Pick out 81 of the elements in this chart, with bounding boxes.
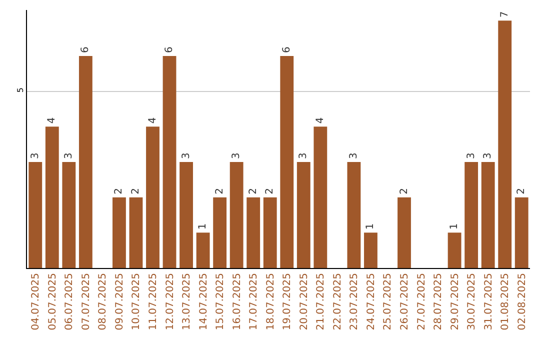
data-label: 2 xyxy=(130,188,142,194)
bar xyxy=(263,197,277,268)
data-label: 2 xyxy=(264,188,276,194)
data-label: 6 xyxy=(164,46,176,53)
x-tick-label: 20.07.2025 xyxy=(298,273,310,330)
bar xyxy=(45,126,59,268)
bar xyxy=(464,162,478,268)
bar xyxy=(398,197,411,268)
x-tick-label: 02.08.2025 xyxy=(516,273,528,330)
x-tick-label: 01.08.2025 xyxy=(500,273,512,330)
data-label: 3 xyxy=(482,152,494,159)
data-label: 2 xyxy=(516,188,528,194)
x-tick-label: 18.07.2025 xyxy=(265,273,276,330)
y-tick-label: 5 xyxy=(16,88,25,93)
bar xyxy=(78,56,92,268)
x-tick-label: 10.07.2025 xyxy=(131,273,142,330)
bar xyxy=(28,162,42,268)
x-tick-label: 09.07.2025 xyxy=(114,273,126,330)
data-label: 3 xyxy=(298,152,310,159)
x-tick-label: 27.07.2025 xyxy=(416,273,428,330)
data-label: 2 xyxy=(398,188,410,194)
x-tick-label: 14.07.2025 xyxy=(198,273,210,330)
bar xyxy=(481,162,495,268)
x-tick-label: 13.07.2025 xyxy=(182,273,193,330)
bar xyxy=(196,232,210,268)
bar xyxy=(112,197,126,268)
data-label: 3 xyxy=(466,152,477,159)
data-label: 6 xyxy=(80,46,92,53)
bar xyxy=(498,20,512,268)
bar xyxy=(230,162,244,268)
x-tick-label: 08.07.2025 xyxy=(98,273,109,330)
x-tick-label: 24.07.2025 xyxy=(366,273,377,330)
bar xyxy=(146,126,160,268)
data-label: 1 xyxy=(198,223,209,230)
x-tick-label: 15.07.2025 xyxy=(215,273,226,330)
data-label: 7 xyxy=(499,11,510,18)
bar xyxy=(296,162,310,268)
data-label: 2 xyxy=(114,188,125,194)
bar xyxy=(347,162,361,268)
x-tick-label: 05.07.2025 xyxy=(47,273,58,330)
x-tick-label: 23.07.2025 xyxy=(349,273,360,330)
bar xyxy=(162,56,176,268)
x-tick-label: 25.07.2025 xyxy=(382,273,394,330)
x-tick-label: 26.07.2025 xyxy=(400,273,410,330)
data-label: 3 xyxy=(231,152,242,159)
data-label: 2 xyxy=(214,188,226,194)
bar xyxy=(314,126,328,268)
x-tick-label: 28.07.2025 xyxy=(433,273,444,330)
x-tick-label: 17.07.2025 xyxy=(248,273,260,330)
bar xyxy=(129,197,143,268)
x-tick-label: 16.07.2025 xyxy=(232,273,243,330)
data-label: 3 xyxy=(30,152,41,159)
x-tick-label: 04.07.2025 xyxy=(30,273,42,330)
data-label: 2 xyxy=(248,188,259,194)
data-label: 6 xyxy=(281,46,292,53)
x-tick-label: 22.07.2025 xyxy=(332,273,344,330)
bar xyxy=(364,232,378,268)
bar xyxy=(180,162,193,268)
data-label: 3 xyxy=(63,152,74,159)
data-label: 1 xyxy=(449,223,460,230)
x-tick-label: 11.07.2025 xyxy=(148,273,159,330)
data-label: 4 xyxy=(314,117,326,124)
data-label: 3 xyxy=(180,152,192,159)
x-tick-label: 21.07.2025 xyxy=(316,273,327,330)
x-tick-label: 31.07.2025 xyxy=(483,273,494,330)
x-tick-label: 19.07.2025 xyxy=(282,273,294,330)
bar xyxy=(280,56,294,268)
x-tick-label: 06.07.2025 xyxy=(64,273,76,330)
bar xyxy=(213,197,227,268)
data-label: 4 xyxy=(147,117,158,124)
bar xyxy=(62,162,76,268)
bar xyxy=(448,232,462,268)
bar xyxy=(246,197,260,268)
x-tick-label: 07.07.2025 xyxy=(80,273,92,330)
x-tick-label: 29.07.2025 xyxy=(450,273,461,330)
x-tick-label: 30.07.2025 xyxy=(466,273,478,330)
data-label: 4 xyxy=(46,117,58,124)
x-tick-label: 12.07.2025 xyxy=(164,273,176,330)
data-label: 1 xyxy=(365,223,376,230)
data-label: 3 xyxy=(348,152,360,159)
bar xyxy=(514,197,528,268)
